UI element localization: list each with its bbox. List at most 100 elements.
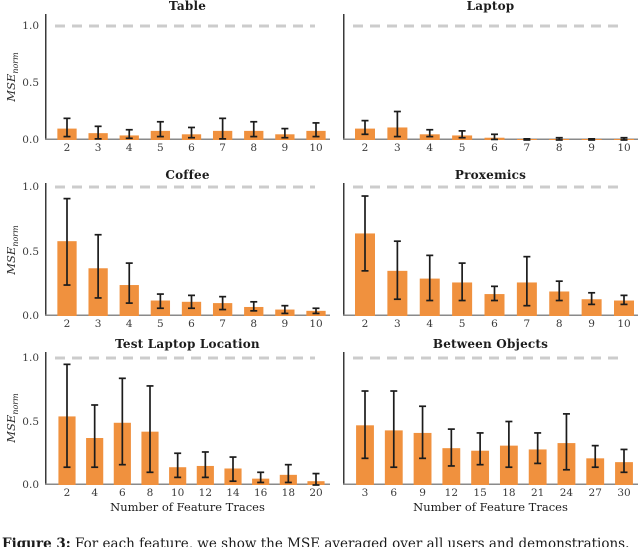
x-axis-label-left: Number of Feature Traces [110,500,265,514]
x-tick-label: 3 [394,142,401,154]
x-tick-label: 5 [157,142,164,154]
bar [528,449,547,485]
x-tick-label: 3 [394,318,401,330]
x-tick-label: 8 [555,142,563,154]
x-tick-label: 12 [198,487,213,499]
y-tick-label: 1.0 [22,20,39,32]
x-tick-label: 18 [502,487,516,499]
figure-caption: Figure 3: For each feature, we show the … [2,537,638,547]
x-tick-label: 2 [63,318,71,330]
x-tick-label: 9 [419,487,426,499]
x-tick-label: 4 [125,142,133,154]
y-tick-label: 1.0 [22,181,39,193]
x-axis-label-right: Number of Feature Traces [413,500,568,514]
subplot-title: Proxemics [454,168,527,182]
y-tick-label: 0.0 [22,310,39,322]
plot-area [343,183,638,316]
x-tick-label: 3 [94,318,102,330]
x-tick-label: 10 [617,142,631,154]
y-tick-label: 0.5 [22,415,39,428]
x-tick-label: 7 [219,318,226,330]
bar [484,294,505,316]
figure-caption-number: Figure 3: [2,537,71,547]
subplot-title: Laptop [466,0,515,13]
plot-area [45,183,330,316]
x-tick-label: 18 [281,487,296,499]
y-axis-label-sub: norm [11,52,21,74]
plot-area [45,352,330,486]
x-tick-label: 2 [361,142,369,154]
bar [549,291,570,316]
bar [471,450,490,485]
subplot-proxemics: Proxemics 2 3 4 5 6 7 8 9 10 [343,168,638,332]
figure-caption-text: For each feature, we show the MSE averag… [70,537,630,547]
x-tick-label: 4 [125,318,133,330]
x-tick-label: 14 [226,487,240,499]
x-tick-label: 5 [157,318,164,330]
x-tick-label: 10 [309,142,323,154]
x-tick-label: 2 [63,142,71,154]
plot-area [45,14,330,140]
x-tick-label: 6 [188,142,195,154]
subplot-laptop: Laptop 2 3 4 5 6 7 8 9 10 [343,0,638,156]
x-tick-label: 9 [588,142,595,154]
x-tick-label: 10 [617,318,631,330]
x-tick-label: 6 [491,318,498,330]
x-tick-label: 2 [63,487,71,499]
x-tick-label: 9 [281,142,289,154]
x-tick-label: 10 [309,318,323,330]
plot-area [343,14,638,141]
y-tick-label: 1.0 [22,352,39,364]
y-tick-label: 0.5 [22,77,39,89]
y-tick-label: 0.5 [22,245,39,258]
plot-area [343,352,638,485]
x-tick-label: 8 [146,487,154,499]
subplot-title: Table [168,0,207,13]
subplot-coffee: Coffee 2 3 4 5 6 7 8 9 10 0.0 0.5 1.0 [22,168,330,332]
x-tick-label: 3 [361,487,369,499]
x-tick-label: 6 [118,487,126,499]
x-tick-label: 24 [559,487,574,499]
x-tick-label: 8 [250,142,258,154]
subplot-title: Coffee [165,168,210,182]
bar [615,462,633,485]
x-tick-label: 8 [250,318,258,330]
y-tick-label: 0.0 [22,134,39,146]
x-tick-label: 21 [530,487,545,499]
x-tick-label: 6 [188,318,195,330]
x-tick-label: 9 [588,318,595,330]
x-tick-label: 6 [491,142,498,154]
x-tick-label: 30 [617,487,631,499]
x-tick-label: 4 [91,487,98,499]
x-tick-label: 5 [458,318,466,330]
x-tick-label: 15 [473,487,487,499]
x-tick-label: 3 [94,142,102,154]
x-tick-label: 7 [523,142,531,154]
x-tick-label: 10 [170,487,185,499]
subplot-table: Table 2 3 4 5 6 7 8 9 10 0.0 0.5 1.0 [22,0,330,156]
bar [355,233,375,316]
x-tick-label: 4 [426,142,434,154]
x-tick-label: 4 [426,318,434,330]
y-axis-label-sub: norm [11,225,21,247]
subplot-test-laptop-location: Test Laptop Location 2 4 6 8 10 12 14 16 18 20 0.0… [22,337,330,501]
x-tick-label: 8 [555,318,563,330]
y-axis-label-sub: norm [11,393,21,415]
x-tick-label: 16 [253,487,268,499]
bar [614,300,634,316]
x-tick-label: 6 [390,487,398,499]
x-tick-label: 7 [219,142,226,154]
x-tick-label: 20 [309,487,323,499]
bar [581,299,602,316]
subplot-between-objects: Between Objects 3 6 9 12 15 18 21 24 27 30 [343,337,638,501]
x-tick-label: 27 [588,487,602,499]
x-tick-label: 9 [281,318,289,330]
x-tick-label: 7 [523,318,531,330]
x-tick-label: 5 [458,142,466,154]
x-tick-label: 2 [361,318,369,330]
y-tick-label: 0.0 [22,479,39,491]
subplot-title: Test Laptop Location [115,337,260,351]
x-tick-label: 12 [444,487,459,499]
subplot-title: Between Objects [432,337,549,351]
